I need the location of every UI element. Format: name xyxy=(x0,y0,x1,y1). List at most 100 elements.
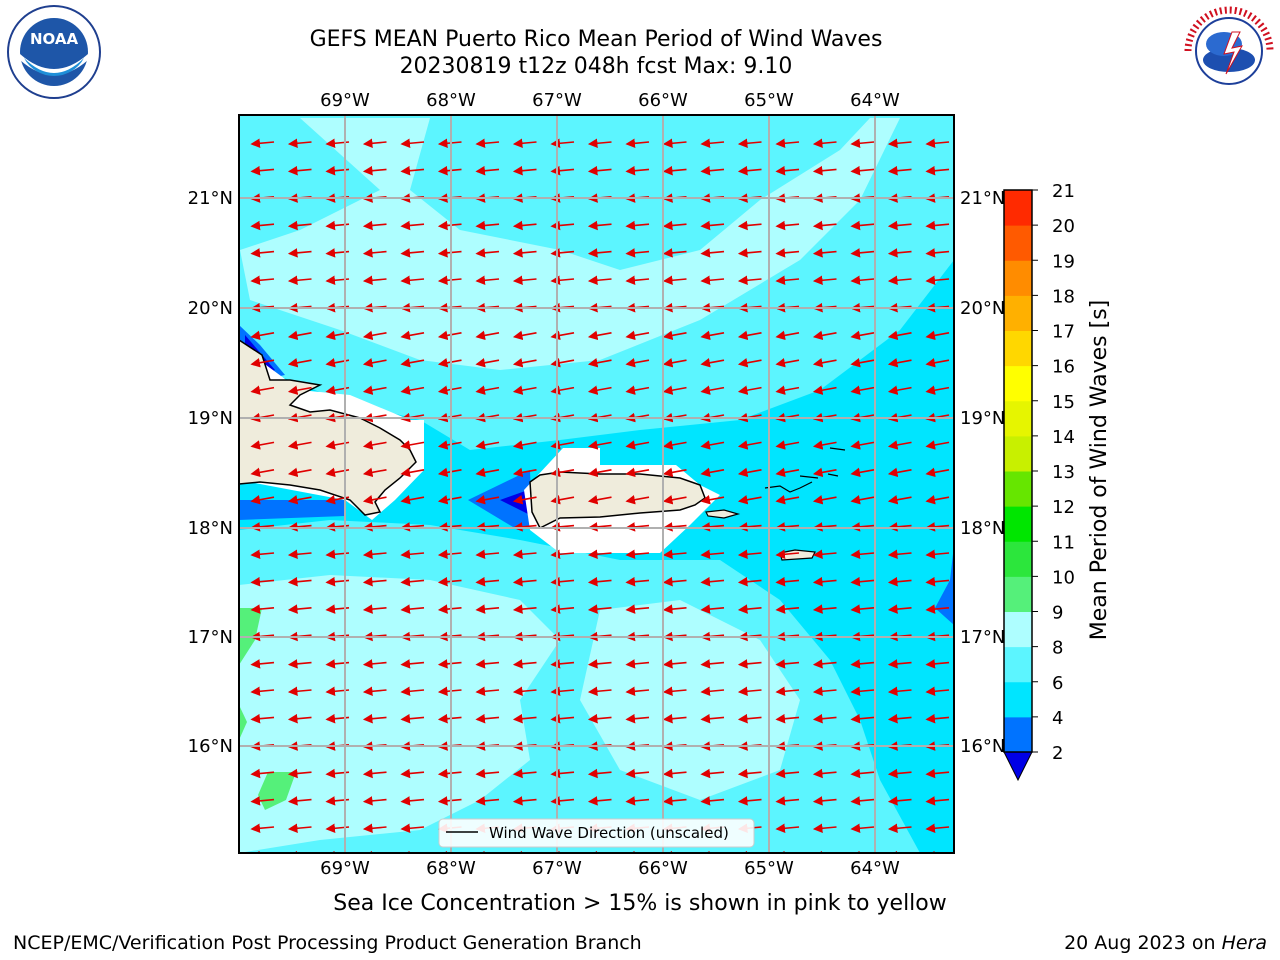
wind-arrow xyxy=(362,768,387,779)
wind-arrow xyxy=(287,275,312,286)
period-field-2-4-east xyxy=(935,545,954,625)
wind-arrow xyxy=(700,713,725,724)
wind-arrow xyxy=(250,768,275,779)
wind-arrow xyxy=(625,686,650,697)
wind-arrow xyxy=(700,768,725,779)
wind-arrow xyxy=(512,440,537,450)
wind-arrow xyxy=(850,358,875,368)
wind-arrow xyxy=(550,275,575,286)
wind-arrow xyxy=(550,440,575,450)
wind-arrow xyxy=(812,165,837,176)
wind-arrow xyxy=(850,713,875,724)
wind-arrow xyxy=(362,385,387,395)
lon-label-bottom-65w: 65°W xyxy=(744,858,794,879)
lat-label-right-17n: 17°N xyxy=(960,627,1005,648)
wind-arrow xyxy=(400,495,425,505)
wind-arrow xyxy=(250,220,275,231)
wind-arrow xyxy=(550,385,575,395)
wind-arrow xyxy=(812,850,823,853)
wind-arrow xyxy=(662,138,687,149)
wind-arrow xyxy=(925,275,950,286)
wind-arrow xyxy=(512,165,537,176)
wind-arrow xyxy=(737,220,762,231)
wind-arrow xyxy=(587,576,612,587)
wind-arrow xyxy=(850,768,875,779)
wind-arrow xyxy=(250,796,275,806)
wind-arrow xyxy=(287,850,298,853)
wind-arrow xyxy=(587,248,612,258)
wind-arrow xyxy=(887,768,912,779)
wind-arrow xyxy=(625,604,650,614)
colorbar-segment xyxy=(1004,646,1032,683)
wind-arrow xyxy=(812,495,837,505)
map-title-line2: 20230819 t12z 048h fcst Max: 9.10 xyxy=(399,54,793,79)
wind-arrow xyxy=(887,850,898,853)
wind-arrow xyxy=(362,467,387,478)
lat-label-left-19n: 19°N xyxy=(188,408,233,429)
wind-arrow xyxy=(775,330,800,341)
wind-arrow xyxy=(625,138,650,149)
wind-arrow xyxy=(250,686,275,697)
wind-arrow xyxy=(737,248,762,258)
lon-label-bottom-67w: 67°W xyxy=(532,858,582,879)
wind-arrow xyxy=(550,220,575,231)
wind-arrow xyxy=(325,850,336,853)
wind-arrow xyxy=(850,165,875,176)
wind-arrow xyxy=(775,275,800,286)
wind-arrow xyxy=(587,275,612,286)
wind-arrow xyxy=(887,275,912,286)
wind-arrow xyxy=(550,659,575,669)
wind-arrow xyxy=(887,823,912,834)
wind-arrow xyxy=(362,495,387,505)
wind-arrow xyxy=(400,686,425,697)
virgin-islands-outline xyxy=(705,509,741,519)
wind-arrow xyxy=(625,549,650,560)
wind-arrow xyxy=(812,686,837,697)
wind-arrow xyxy=(587,768,612,779)
lon-label-bottom-66w: 66°W xyxy=(638,858,688,879)
wind-arrow xyxy=(400,330,425,341)
wind-arrow xyxy=(850,275,875,286)
wind-arrow xyxy=(362,358,387,368)
lon-label-top-69w: 69°W xyxy=(320,90,370,111)
wind-arrow xyxy=(287,576,312,587)
wind-arrow xyxy=(475,165,500,176)
wind-arrow xyxy=(887,358,912,368)
wind-arrow xyxy=(812,275,837,286)
colorbar-tick-label: 2 xyxy=(1052,743,1063,764)
wind-arrow xyxy=(850,440,875,450)
wind-arrow xyxy=(550,467,575,478)
wind-arrow xyxy=(812,713,837,724)
wind-arrow xyxy=(737,796,762,806)
wind-arrow xyxy=(700,467,725,478)
colorbar-tick-label: 21 xyxy=(1052,181,1075,202)
colorbar-tick-label: 9 xyxy=(1052,603,1063,624)
colorbar-segment xyxy=(1004,506,1032,542)
wind-arrow xyxy=(925,385,950,395)
wind-arrow xyxy=(850,796,875,806)
wind-arrow xyxy=(850,576,875,587)
colorbar-segment xyxy=(1004,576,1032,612)
wind-arrow xyxy=(775,495,800,505)
wind-arrow xyxy=(887,576,912,587)
wind-arrow xyxy=(887,248,912,258)
wind-arrow xyxy=(850,686,875,697)
machine-name: Hera xyxy=(1221,932,1267,954)
map-legend: Wind Wave Direction (unscaled) xyxy=(438,818,755,848)
wind-arrow xyxy=(625,768,650,779)
wind-arrow xyxy=(662,713,687,724)
wind-arrow xyxy=(887,385,912,395)
wind-arrow xyxy=(775,604,800,614)
wind-arrow xyxy=(925,330,950,341)
wind-arrow xyxy=(475,576,500,587)
wind-arrow xyxy=(250,850,261,853)
lat-label-left-18n: 18°N xyxy=(188,518,233,539)
wind-arrow xyxy=(812,549,837,560)
wind-arrow xyxy=(362,549,387,560)
colorbar-tick-label: 15 xyxy=(1052,392,1075,413)
noaa-logo: NOAA xyxy=(7,5,101,99)
wind-arrow xyxy=(550,138,575,149)
lon-label-top-66w: 66°W xyxy=(638,90,688,111)
wind-arrow xyxy=(775,823,800,834)
wind-arrow xyxy=(550,686,575,697)
